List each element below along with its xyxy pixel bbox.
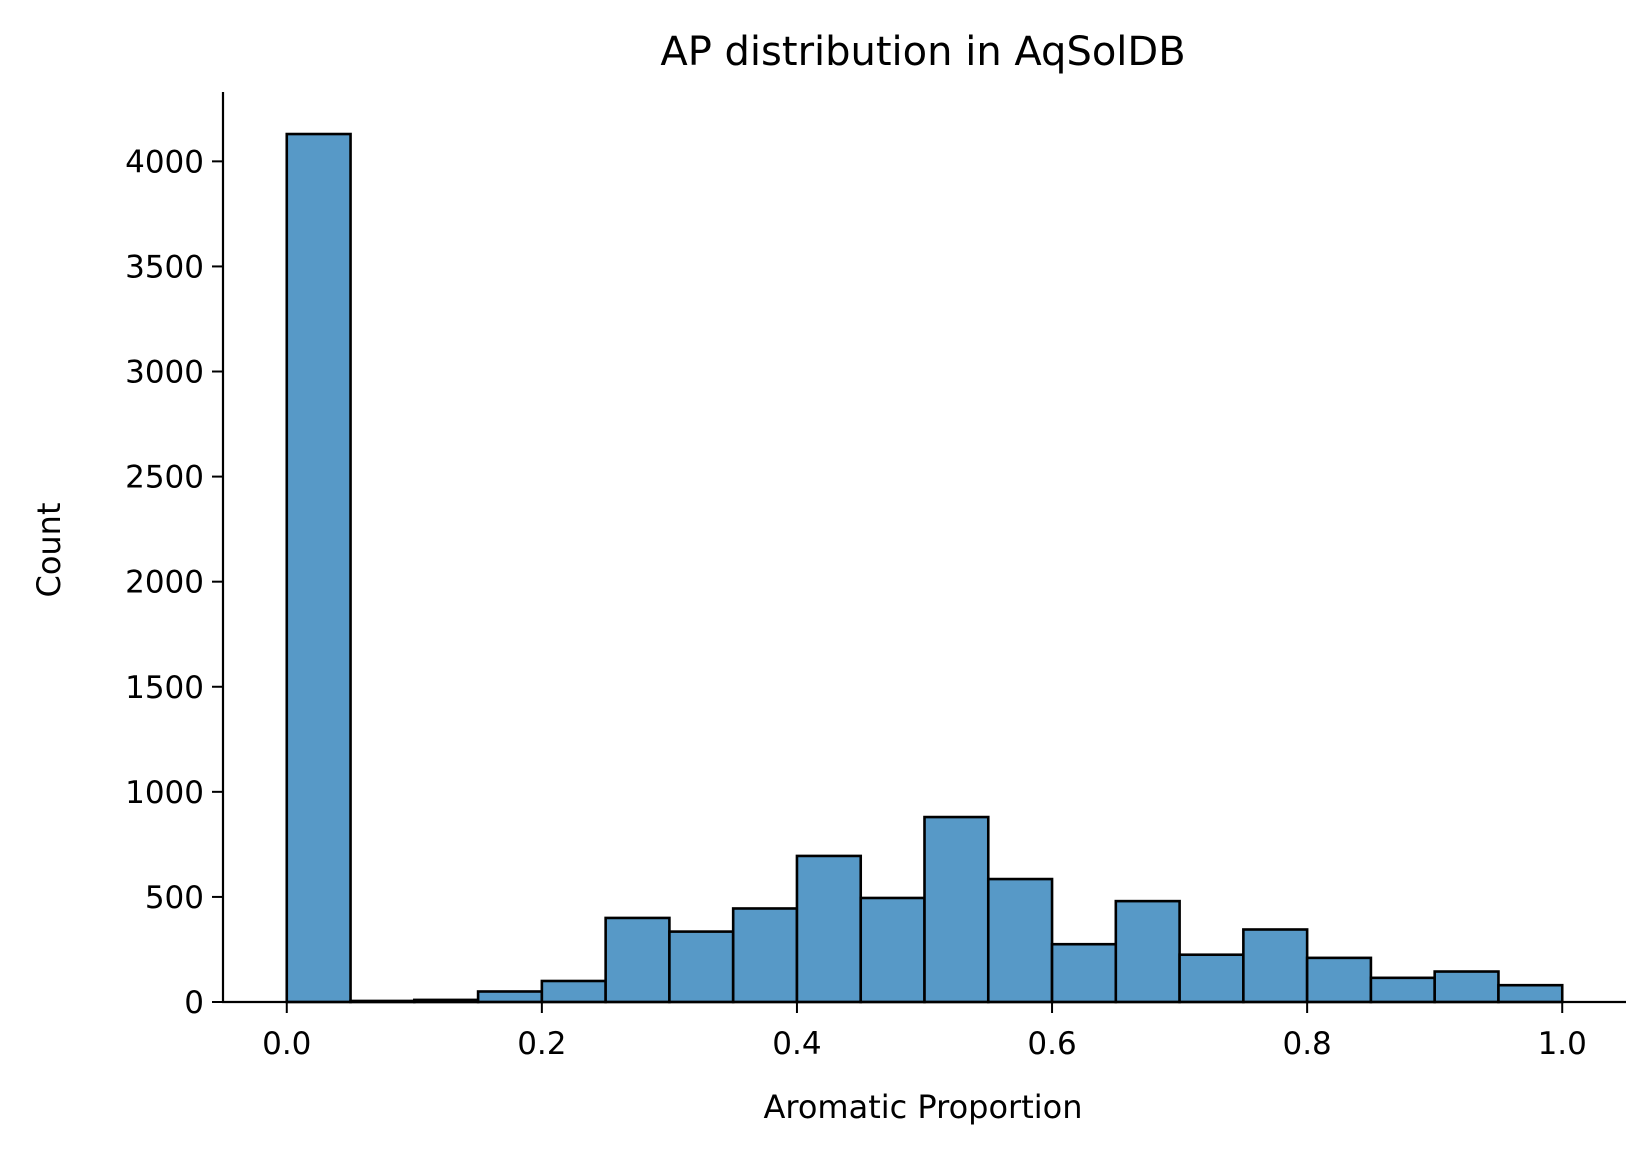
histogram-bar xyxy=(604,916,671,1004)
y-axis-ticks: 0 500 1000 1500 2000 2500 3000 3500 4000 xyxy=(125,144,223,1021)
histogram-bar xyxy=(1305,956,1373,1004)
x-tick-label: 0.0 xyxy=(262,1026,311,1062)
y-tick-label: 3500 xyxy=(125,249,204,285)
y-tick-label: 3000 xyxy=(125,355,204,391)
histogram-bar xyxy=(1242,928,1309,1004)
histogram-bar xyxy=(476,990,544,1004)
x-tick-label: 0.4 xyxy=(772,1026,821,1062)
chart-title: AP distribution in AqSolDB xyxy=(660,29,1185,75)
histogram-bar xyxy=(986,877,1054,1004)
histogram-bar xyxy=(859,896,926,1004)
histogram-bar xyxy=(1178,953,1245,1004)
histogram-bar xyxy=(1050,942,1118,1004)
x-axis-ticks: 0.0 0.2 0.4 0.6 0.8 1.0 xyxy=(262,1002,1587,1062)
histogram-bar xyxy=(668,930,735,1004)
histogram-bar xyxy=(1114,899,1181,1004)
y-tick-label: 0 xyxy=(184,985,204,1021)
x-tick-label: 0.8 xyxy=(1282,1026,1331,1062)
y-tick-label: 2500 xyxy=(125,460,204,496)
histogram-bar xyxy=(1369,976,1436,1004)
y-tick-label: 500 xyxy=(145,880,204,916)
histogram-bar xyxy=(540,979,607,1004)
y-tick-label: 2000 xyxy=(125,565,204,601)
histogram-bar xyxy=(731,907,799,1004)
y-tick-label: 1000 xyxy=(125,775,204,811)
histogram-bars xyxy=(285,132,1564,1004)
histogram-bar xyxy=(923,815,990,1004)
histogram-bar xyxy=(1497,983,1564,1004)
histogram-bar xyxy=(1433,970,1500,1004)
histogram-bar xyxy=(795,854,863,1004)
x-tick-label: 0.6 xyxy=(1027,1026,1076,1062)
histogram-bar xyxy=(285,132,352,1004)
x-tick-label: 1.0 xyxy=(1538,1026,1587,1062)
x-axis-label: Aromatic Proportion xyxy=(763,1088,1082,1126)
y-axis-label: Count xyxy=(30,502,68,597)
y-tick-label: 1500 xyxy=(125,670,204,706)
x-tick-label: 0.2 xyxy=(517,1026,566,1062)
y-tick-label: 4000 xyxy=(125,144,204,180)
